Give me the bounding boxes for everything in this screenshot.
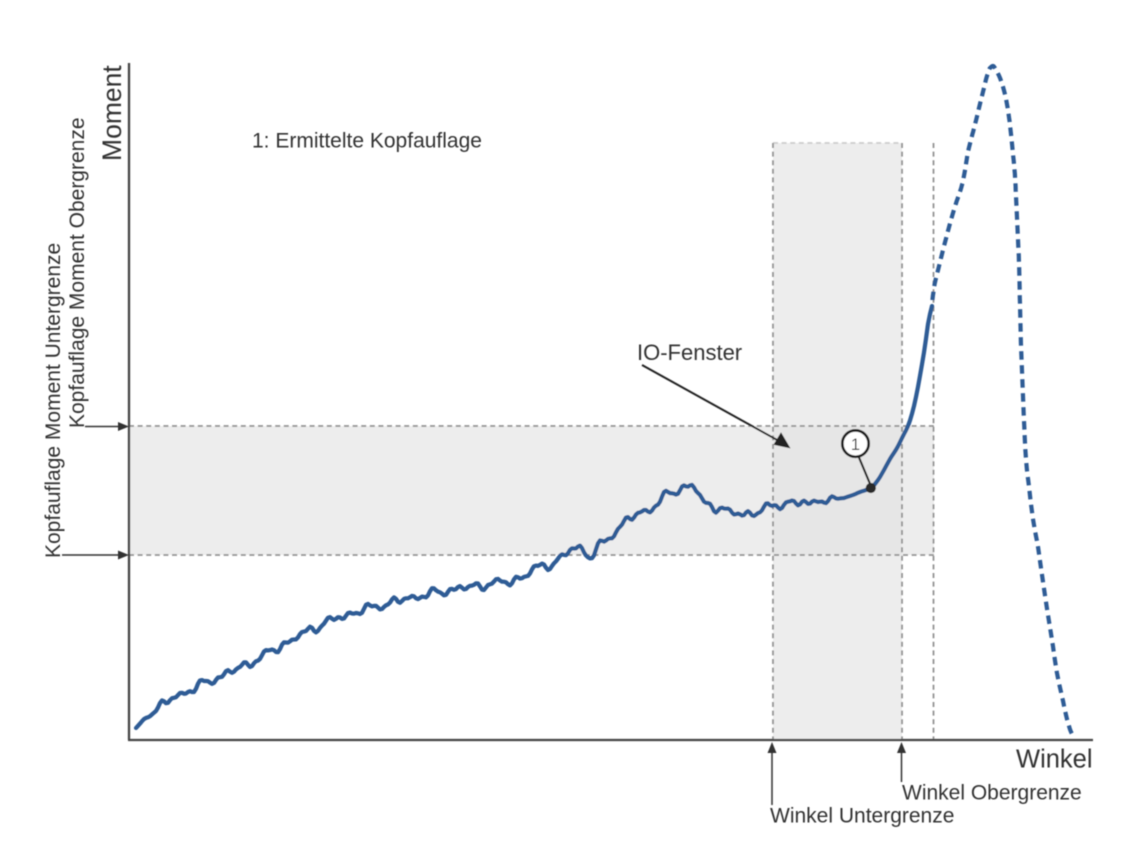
svg-text:1: 1 [851,436,860,454]
svg-text:Winkel Obergrenze: Winkel Obergrenze [902,782,1082,805]
svg-text:Kopfauflage Moment Untergrenze: Kopfauflage Moment Untergrenze [42,243,65,558]
svg-text:Winkel: Winkel [1016,746,1093,774]
svg-text:1: Ermittelte Kopfauflage: 1: Ermittelte Kopfauflage [252,130,482,153]
svg-text:Winkel Untergrenze: Winkel Untergrenze [770,805,954,828]
svg-text:Kopfauflage Moment Obergrenze: Kopfauflage Moment Obergrenze [66,117,89,428]
svg-text:Moment: Moment [97,65,127,161]
svg-text:IO-Fenster: IO-Fenster [637,340,742,365]
